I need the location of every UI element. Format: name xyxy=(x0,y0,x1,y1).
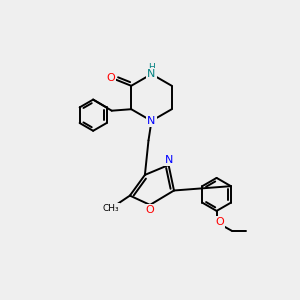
Text: N: N xyxy=(147,116,156,126)
Text: CH₃: CH₃ xyxy=(102,204,119,213)
Text: O: O xyxy=(145,205,154,215)
Text: N: N xyxy=(165,155,174,165)
Text: O: O xyxy=(216,217,225,227)
Text: N: N xyxy=(147,69,156,79)
Text: H: H xyxy=(148,63,155,72)
Text: O: O xyxy=(107,73,116,83)
